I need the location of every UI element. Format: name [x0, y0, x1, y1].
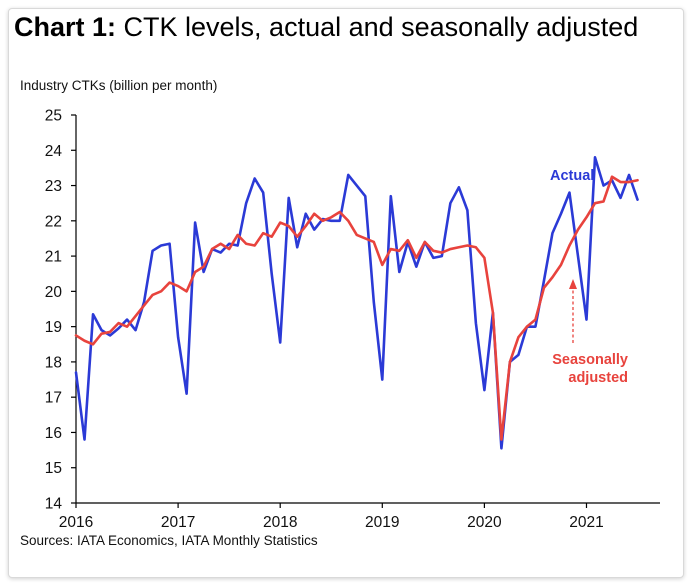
annotation-seasonal-line2: adjusted [568, 370, 628, 386]
y-tick-label: 23 [45, 178, 62, 195]
chart-title-prefix: Chart 1: [14, 12, 117, 42]
y-tick-label: 17 [45, 390, 62, 407]
y-tick-label: 14 [45, 496, 63, 513]
y-tick-label: 20 [45, 284, 63, 301]
x-tick-label: 2019 [365, 514, 399, 531]
y-tick-label: 16 [45, 425, 62, 442]
x-tick-label: 2017 [161, 514, 195, 531]
y-tick-label: 21 [45, 249, 62, 266]
annotation-layer: Actual Seasonally adjusted [550, 168, 628, 386]
y-tick-label: 18 [45, 354, 62, 371]
series-actualline [74, 156, 639, 450]
series-seasonally-adjustedline [74, 175, 639, 441]
y-tick-label: 19 [45, 319, 62, 336]
y-tick-label: 24 [45, 143, 63, 160]
source-note: Sources: IATA Economics, IATA Monthly St… [20, 533, 318, 548]
x-tick-label: 2020 [467, 514, 502, 531]
annotation-actual: Actual [550, 168, 594, 184]
series-layer [74, 156, 639, 450]
annotation-arrow-head [569, 279, 577, 289]
chart-title-text: CTK levels, actual and seasonally adjust… [116, 12, 639, 42]
chart-frame [8, 8, 684, 578]
x-tick-label: 2018 [263, 514, 297, 531]
y-tick-label: 25 [45, 108, 62, 125]
y-axis-label: Industry CTKs (billion per month) [20, 78, 218, 93]
x-tick-label: 2016 [59, 514, 93, 531]
chart-title: Chart 1: CTK levels, actual and seasonal… [14, 12, 638, 43]
x-tick-label: 2021 [569, 514, 603, 531]
y-tick-label: 22 [45, 213, 62, 230]
annotation-seasonal-line1: Seasonally [552, 352, 628, 368]
y-tick-label: 15 [45, 460, 62, 477]
